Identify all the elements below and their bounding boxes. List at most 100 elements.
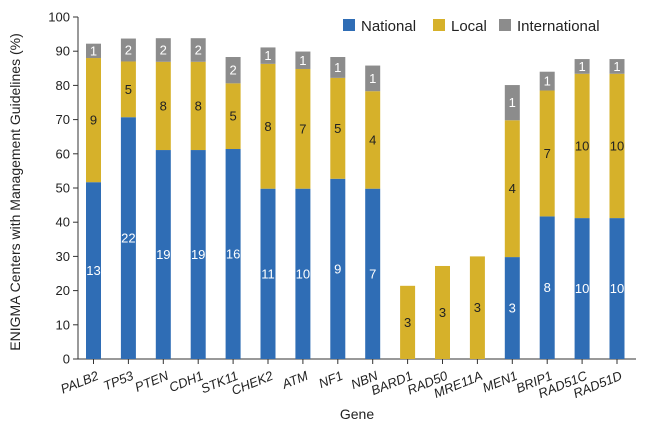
bar-national xyxy=(365,188,381,359)
legend-item-local: Local xyxy=(433,18,487,35)
bar-data-label: 1 xyxy=(613,59,620,74)
bar-data-label: 3 xyxy=(404,315,411,330)
bar-international xyxy=(504,85,520,121)
bar-stack-rad51d: 10 10 1 xyxy=(609,59,625,359)
bar-stack-brip1: 8 7 1 xyxy=(539,71,555,359)
bar-local xyxy=(609,73,625,219)
bar-data-label: 11 xyxy=(261,266,275,281)
bar-data-label: 13 xyxy=(86,263,100,278)
bar-stack-palb2: 13 9 1 xyxy=(86,43,101,359)
x-axis-title: Gene xyxy=(340,406,374,422)
bar-stack-rad50: 3 xyxy=(435,265,450,359)
y-tick-label: 80 xyxy=(56,78,70,93)
bar-international xyxy=(539,71,555,91)
bar-data-label: 2 xyxy=(125,43,132,58)
bar-stack-rad51c: 10 10 1 xyxy=(574,59,590,359)
bar-local xyxy=(260,63,276,189)
bar-local xyxy=(225,83,241,150)
bar-local xyxy=(190,61,206,151)
bar-local xyxy=(539,90,555,217)
bar-stack-nbn: 7 4 1 xyxy=(365,65,381,359)
bar-data-label: 8 xyxy=(160,98,167,113)
bar-data-label: 10 xyxy=(610,281,624,296)
bar-national xyxy=(86,182,101,359)
bar-data-label: 9 xyxy=(334,261,341,276)
bar-data-label: 8 xyxy=(264,119,271,134)
bar-local xyxy=(504,120,520,258)
legend-label: Local xyxy=(451,18,487,35)
y-tick-label: 20 xyxy=(56,283,70,298)
legend: National Local International xyxy=(343,18,600,35)
bar-international xyxy=(330,57,346,78)
bar-data-label: 1 xyxy=(509,95,516,110)
x-tick-label: PALB2 xyxy=(58,368,101,397)
bar-data-label: 5 xyxy=(229,109,236,124)
y-tick-label: 60 xyxy=(56,146,70,161)
legend-swatch xyxy=(343,19,355,31)
bar-stack-chek2: 11 8 1 xyxy=(260,47,276,359)
y-tick-label: 40 xyxy=(56,215,70,230)
x-tick-label: PTEN xyxy=(133,368,171,395)
y-tick-label: 30 xyxy=(56,249,70,264)
bar-local xyxy=(155,61,171,151)
bar-data-label: 1 xyxy=(334,60,341,75)
bar-local xyxy=(86,58,101,183)
bar-stack-tp53: 22 5 2 xyxy=(120,38,136,360)
y-tick-label: 0 xyxy=(63,352,70,367)
bar-local xyxy=(295,68,311,189)
bar-international xyxy=(574,59,590,74)
y-tick-label: 70 xyxy=(56,112,70,127)
y-tick-label: 50 xyxy=(56,181,70,196)
bar-national xyxy=(120,117,136,360)
bar-national xyxy=(330,178,346,359)
bar-data-label: 8 xyxy=(195,98,202,113)
bar-local xyxy=(330,77,346,179)
bar-stack-mre11a: 3 xyxy=(469,256,485,359)
legend-swatch xyxy=(433,19,445,31)
bar-local xyxy=(574,73,590,219)
bar-data-label: 19 xyxy=(156,247,170,262)
bar-data-label: 1 xyxy=(578,59,585,74)
bar-national xyxy=(574,218,590,359)
bar-international xyxy=(190,38,206,62)
bar-international xyxy=(260,47,276,64)
bar-stack-bard1: 3 xyxy=(400,285,416,359)
bar-data-label: 5 xyxy=(125,82,132,97)
bar-stack-atm: 10 7 1 xyxy=(295,51,311,359)
legend-item-international: International xyxy=(499,18,600,35)
bar-international xyxy=(86,43,101,59)
bar-data-label: 2 xyxy=(195,43,202,58)
bar-data-label: 10 xyxy=(575,281,589,296)
bar-data-label: 8 xyxy=(544,280,551,295)
y-axis-title: ENIGMA Centers with Management Guideline… xyxy=(7,33,23,350)
x-tick-label: TP53 xyxy=(101,368,136,394)
bar-local xyxy=(365,91,381,189)
bar-national xyxy=(225,149,241,359)
bar-data-label: 1 xyxy=(90,43,97,58)
legend-swatch xyxy=(499,19,511,31)
bar-national xyxy=(609,218,625,359)
legend-label: International xyxy=(517,18,600,35)
bar-data-label: 4 xyxy=(369,132,376,147)
bar-data-label: 7 xyxy=(299,121,306,136)
bar-local xyxy=(469,256,485,359)
bar-data-label: 10 xyxy=(296,266,310,281)
bar-data-label: 3 xyxy=(509,301,516,316)
bar-data-label: 19 xyxy=(191,247,205,262)
bar-local xyxy=(435,265,450,359)
x-tick-label: ATM xyxy=(279,368,310,392)
y-tick-label: 10 xyxy=(56,317,70,332)
bar-national xyxy=(504,257,520,359)
bar-international xyxy=(225,57,241,84)
bar-local xyxy=(400,285,416,359)
bar-local xyxy=(120,61,136,118)
bar-data-label: 1 xyxy=(299,53,306,68)
bar-data-label: 1 xyxy=(264,48,271,63)
bar-data-label: 2 xyxy=(229,63,236,78)
bar-data-label: 10 xyxy=(575,138,589,153)
